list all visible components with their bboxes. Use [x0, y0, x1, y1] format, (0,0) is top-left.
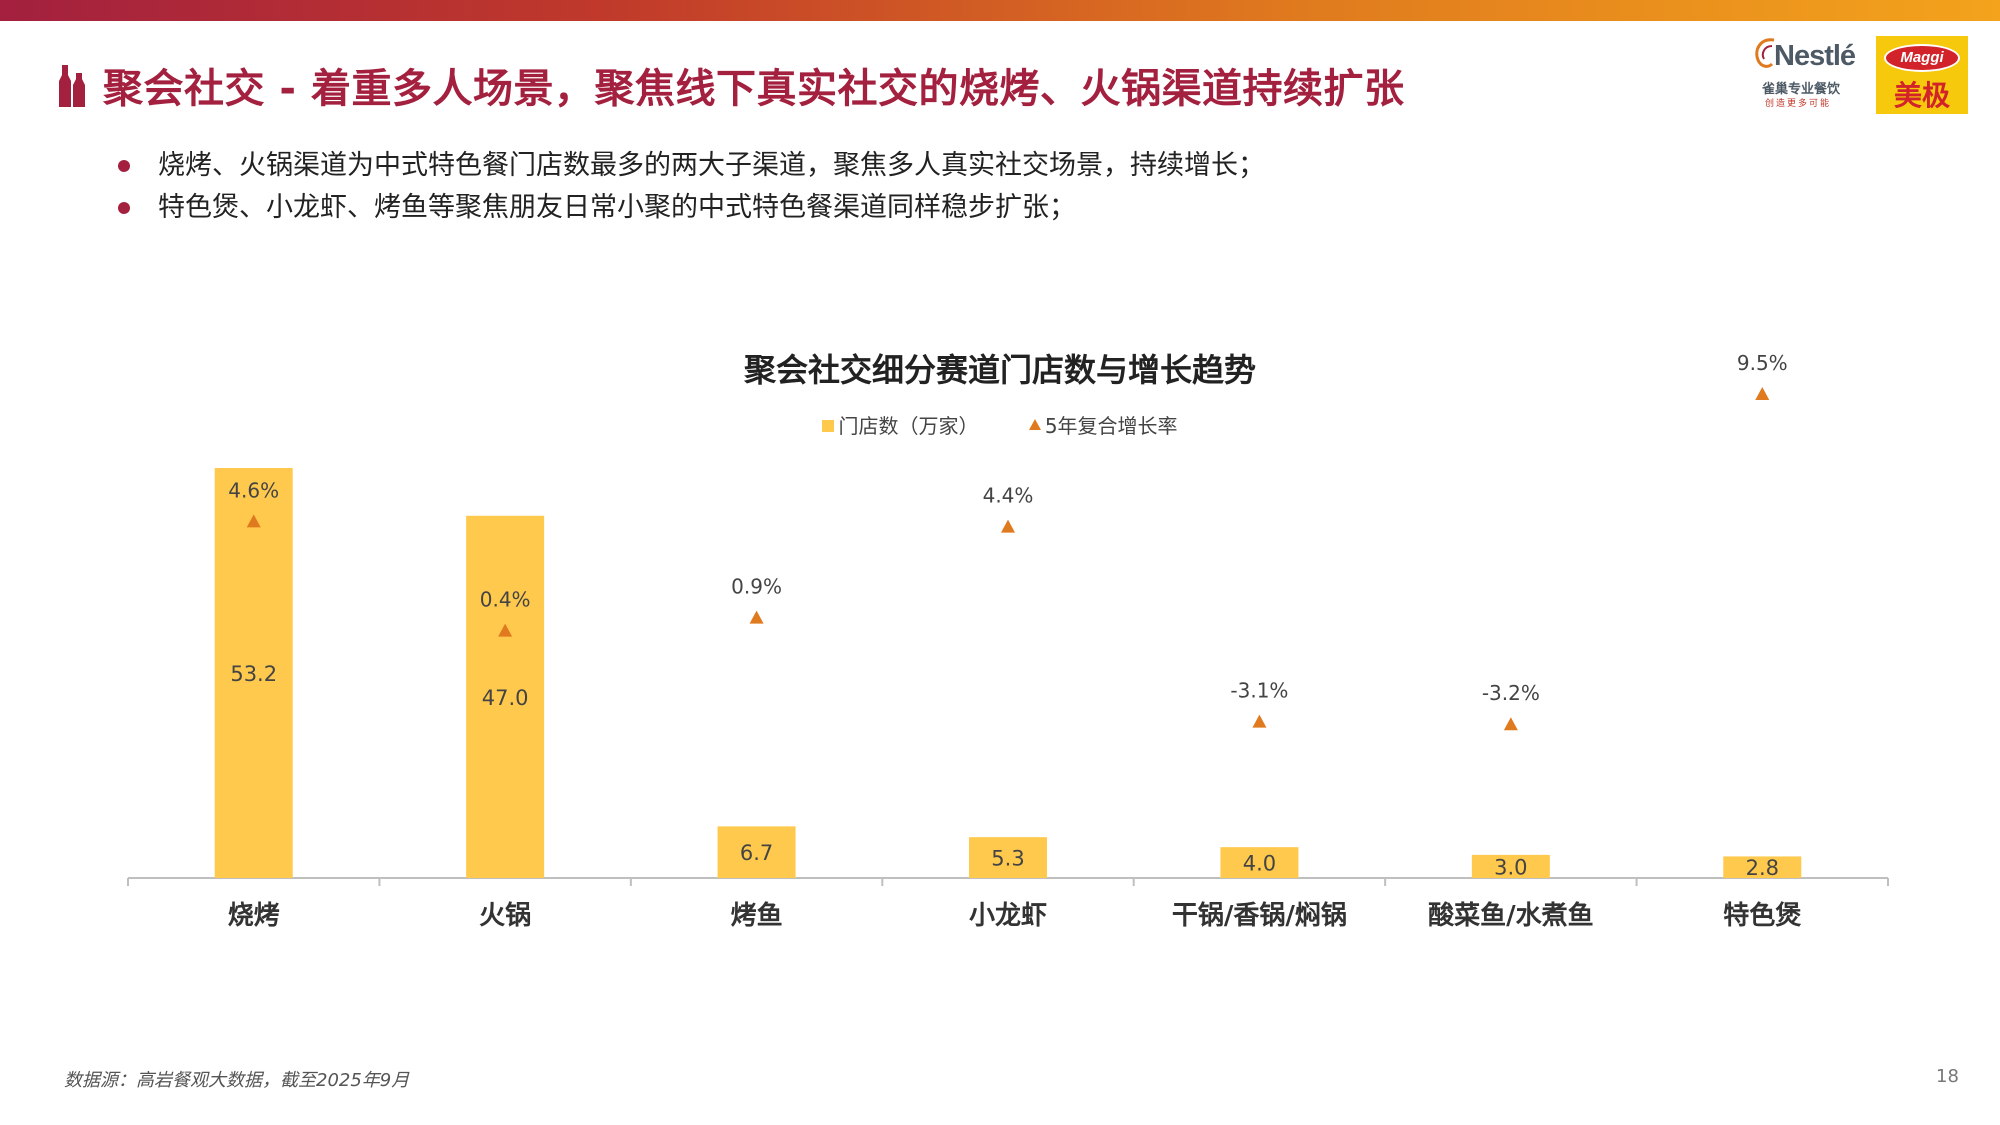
bar-value-label: 3.0	[1494, 855, 1527, 879]
bullet-text: 特色煲、小龙虾、烤鱼等聚焦朋友日常小聚的中式特色餐渠道同样稳步扩张；	[158, 192, 1076, 223]
bar-value-label: 53.2	[230, 662, 277, 686]
cagr-marker	[1503, 717, 1518, 731]
bar	[1723, 856, 1802, 878]
bar	[717, 826, 796, 878]
nestle-nest-icon	[1755, 38, 1775, 68]
cagr-marker	[749, 610, 764, 624]
maggi-wordmark: Maggi	[1884, 44, 1960, 72]
bar-value-label: 47.0	[482, 686, 529, 710]
cagr-marker	[498, 623, 513, 637]
x-tick-label: 火锅	[479, 901, 531, 931]
x-tick-label: 烧烤	[228, 901, 280, 931]
cagr-value-label: 0.4%	[480, 588, 531, 612]
cagr-value-label: 0.9%	[731, 575, 782, 599]
legend-label: 5年复合增长率	[1044, 414, 1178, 438]
bar-value-label: 5.3	[991, 847, 1024, 871]
bullet-text: 烧烤、火锅渠道为中式特色餐门店数最多的两大子渠道，聚焦多人真实社交场景，持续增长…	[158, 150, 1265, 181]
bar-value-label: 4.0	[1243, 852, 1276, 876]
x-tick-label: 酸菜鱼/水煮鱼	[1428, 901, 1594, 931]
bullet-list: 烧烤、火锅渠道为中式特色餐门店数最多的两大子渠道，聚焦多人真实社交场景，持续增长…	[118, 145, 1265, 229]
x-tick-label: 烤鱼	[731, 901, 783, 931]
legend-item-cagr: 5年复合增长率	[1028, 410, 1178, 439]
chart-legend: 门店数（万家） 5年复合增长率	[0, 410, 2000, 439]
bar	[214, 468, 293, 878]
cagr-value-label: -3.1%	[1230, 679, 1288, 703]
bar	[1471, 854, 1550, 878]
x-tick-label: 小龙虾	[969, 901, 1047, 931]
cagr-value-label: 4.4%	[983, 484, 1034, 508]
bullet-dot-icon	[118, 202, 130, 214]
legend-bar-swatch	[822, 419, 835, 432]
nestle-slogan: 创造更多可能	[1765, 99, 1832, 109]
bullet-item: 烧烤、火锅渠道为中式特色餐门店数最多的两大子渠道，聚焦多人真实社交场景，持续增长…	[118, 145, 1265, 187]
nestle-logo: Nestlé 雀巢专业餐饮 创造更多可能	[1752, 34, 1872, 112]
bullet-dot-icon	[118, 160, 130, 172]
top-accent-bar	[0, 0, 2000, 21]
cagr-marker	[1755, 387, 1770, 400]
nestle-wordmark: Nestlé	[1774, 40, 1856, 72]
bar	[1220, 847, 1299, 878]
cagr-value-label: 4.6%	[228, 478, 279, 502]
cagr-marker	[1252, 714, 1267, 728]
bar-value-label: 2.8	[1746, 856, 1779, 880]
page-title: 聚会社交 - 着重多人场景，聚焦线下真实社交的烧烤、火锅渠道持续扩张	[103, 66, 1405, 112]
bar	[466, 515, 545, 878]
bullet-item: 特色煲、小龙虾、烤鱼等聚焦朋友日常小聚的中式特色餐渠道同样稳步扩张；	[118, 187, 1265, 229]
chart-title: 聚会社交细分赛道门店数与增长趋势	[743, 351, 1256, 389]
maggi-chinese-name: 美极	[1893, 79, 1950, 112]
x-tick-label: 特色煲	[1723, 900, 1801, 931]
bottle-icon	[59, 65, 85, 107]
data-source-note: 数据源：高岩餐观大数据，截至2025年9月	[64, 1070, 410, 1091]
legend-label: 门店数（万家）	[838, 414, 979, 438]
page-number: 18	[1936, 1066, 1959, 1087]
cagr-marker	[246, 514, 261, 528]
nestle-subtitle: 雀巢专业餐饮	[1762, 82, 1841, 97]
cagr-value-label: 9.5%	[1737, 351, 1788, 375]
legend-item-stores: 门店数（万家）	[822, 410, 978, 439]
cagr-marker	[1001, 519, 1015, 533]
bar	[969, 837, 1047, 878]
bar-value-label: 6.7	[740, 841, 773, 865]
maggi-logo: Maggi 美极	[1876, 36, 1968, 114]
legend-triangle-icon	[1028, 419, 1041, 430]
cagr-value-label: -3.2%	[1482, 681, 1540, 705]
x-tick-label: 干锅/香锅/焖锅	[1172, 901, 1347, 931]
